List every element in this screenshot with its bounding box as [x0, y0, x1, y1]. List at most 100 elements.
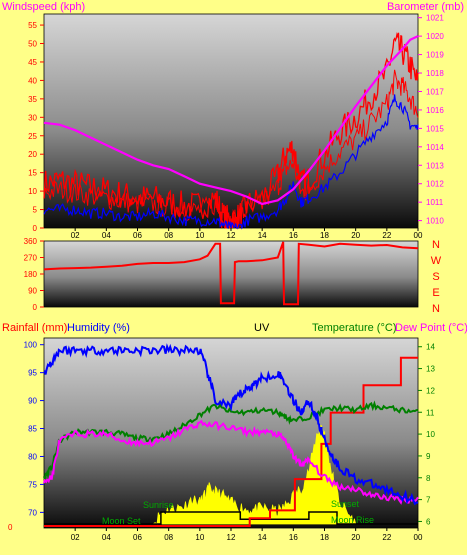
humidity-line [43, 343, 418, 506]
rainfall-axis-title: Rainfall (mm) [2, 322, 67, 334]
x-tick-label: 06 [133, 231, 142, 240]
y-tick-label: 1011 [426, 198, 444, 207]
y-tick-label: 85 [28, 425, 37, 434]
sunset-label: Sunset [331, 499, 360, 509]
y-tick-label: 9 [426, 452, 431, 461]
wind-speed-line [43, 69, 419, 230]
y-tick-label: 10 [28, 187, 37, 196]
dewpoint-line [43, 419, 419, 505]
y-tick-label: 80 [28, 452, 37, 461]
x-tick-label: 10 [195, 231, 204, 240]
y-tick-label: 100 [24, 341, 38, 350]
temperature-line [43, 400, 419, 480]
time-x-axis: 02 04 06 08 10 12 14 16 18 20 22 00 [71, 528, 423, 542]
y-tick-label: 180 [24, 270, 38, 279]
barometer-axis-title: Barometer (mb) [387, 1, 464, 13]
direction-y-axis: 0 90 180 270 360 [24, 237, 44, 312]
humidity-temperature-panel: Rainfall (mm) Humidity (%) UV Temperatur… [2, 322, 467, 542]
y-tick-label: 1019 [426, 51, 444, 60]
x-tick-label: 10 [195, 533, 204, 542]
x-tick-label: 22 [382, 533, 391, 542]
y-tick-label: 360 [24, 237, 38, 246]
x-tick-label: 12 [227, 231, 236, 240]
y-tick-label: 55 [28, 21, 37, 30]
windspeed-axis-title: Windspeed (kph) [2, 1, 85, 13]
compass-label: E [432, 287, 439, 299]
uv-axis-title: UV [254, 322, 270, 334]
y-tick-label: 13 [426, 365, 435, 374]
x-tick-label: 00 [414, 533, 423, 542]
y-tick-label: 11 [426, 408, 435, 417]
y-tick-label: 75 [28, 480, 37, 489]
y-tick-label: 1016 [426, 106, 444, 115]
compass-label: S [432, 271, 439, 283]
y-tick-label: 50 [28, 40, 37, 49]
compass-label: W [431, 255, 442, 267]
y-tick-label: 1013 [426, 161, 444, 170]
y-tick-label: 7 [426, 496, 431, 505]
x-tick-label: 16 [289, 231, 298, 240]
y-tick-label: 45 [28, 58, 37, 67]
x-tick-label: 02 [71, 231, 80, 240]
y-tick-label: 1018 [426, 69, 444, 78]
rain-zero-label: 0 [8, 523, 13, 532]
x-tick-label: 00 [414, 231, 423, 240]
y-tick-label: 1017 [426, 87, 444, 96]
compass-label: N [432, 303, 440, 315]
x-tick-label: 02 [71, 533, 80, 542]
y-tick-label: 40 [28, 76, 37, 85]
x-tick-label: 20 [351, 231, 360, 240]
x-tick-label: 14 [258, 231, 267, 240]
x-tick-label: 18 [320, 533, 329, 542]
y-tick-label: 0 [33, 224, 38, 233]
y-tick-label: 90 [28, 287, 37, 296]
wind-direction-line [43, 241, 419, 306]
x-tick-label: 18 [320, 231, 329, 240]
moon-set-label: Moon Set [102, 516, 141, 526]
x-tick-label: 04 [102, 533, 111, 542]
humidity-y-axis: 70 75 80 85 90 95 100 0 [8, 341, 44, 532]
y-tick-label: 14 [426, 343, 435, 352]
humidity-axis-title: Humidity (%) [67, 322, 130, 334]
plot-area [43, 13, 419, 229]
plot-area [43, 240, 419, 308]
x-tick-label: 06 [133, 533, 142, 542]
y-tick-label: 70 [28, 508, 37, 517]
moon-rise-label: Moon Rise [331, 515, 374, 525]
y-tick-label: 6 [426, 517, 431, 526]
x-tick-label: 12 [227, 533, 236, 542]
windspeed-y-axis: 0 5 10 15 20 25 30 35 40 45 50 55 [28, 21, 44, 233]
temperature-axis-title: Temperature (°C) [312, 322, 396, 334]
y-tick-label: 10 [426, 430, 435, 439]
y-tick-label: 1015 [426, 124, 444, 133]
x-tick-label: 20 [351, 533, 360, 542]
y-tick-label: 95 [28, 369, 37, 378]
x-tick-label: 16 [289, 533, 298, 542]
wind-average-line [43, 94, 419, 230]
y-tick-label: 8 [426, 474, 431, 483]
compass-label: N [432, 239, 440, 251]
y-tick-label: 35 [28, 95, 37, 104]
y-tick-label: 15 [28, 169, 37, 178]
y-tick-label: 90 [28, 397, 37, 406]
y-tick-label: 12 [426, 386, 435, 395]
direction-line [43, 241, 419, 306]
wind-pressure-panel: Windspeed (kph) Barometer (mb) 051015202… [2, 1, 464, 233]
x-tick-label: 14 [258, 533, 267, 542]
barometer-y-axis: 1010 1011 1012 1013 1014 1015 1016 1017 1018 1019… [418, 14, 444, 226]
temperature-y-axis: 6 7 8 9 10 11 12 13 14 [418, 343, 435, 526]
y-tick-label: 1014 [426, 143, 444, 152]
rainfall-line [44, 356, 418, 527]
y-tick-label: 30 [28, 113, 37, 122]
humidity-temperature-lines [43, 343, 419, 527]
y-tick-label: 5 [33, 206, 38, 215]
x-tick-label: 04 [102, 231, 111, 240]
sun-moon-line [44, 511, 418, 525]
x-tick-label: 08 [164, 533, 173, 542]
plot-area [43, 337, 419, 529]
y-tick-label: 1012 [426, 180, 444, 189]
wind-pressure-lines [43, 32, 419, 230]
